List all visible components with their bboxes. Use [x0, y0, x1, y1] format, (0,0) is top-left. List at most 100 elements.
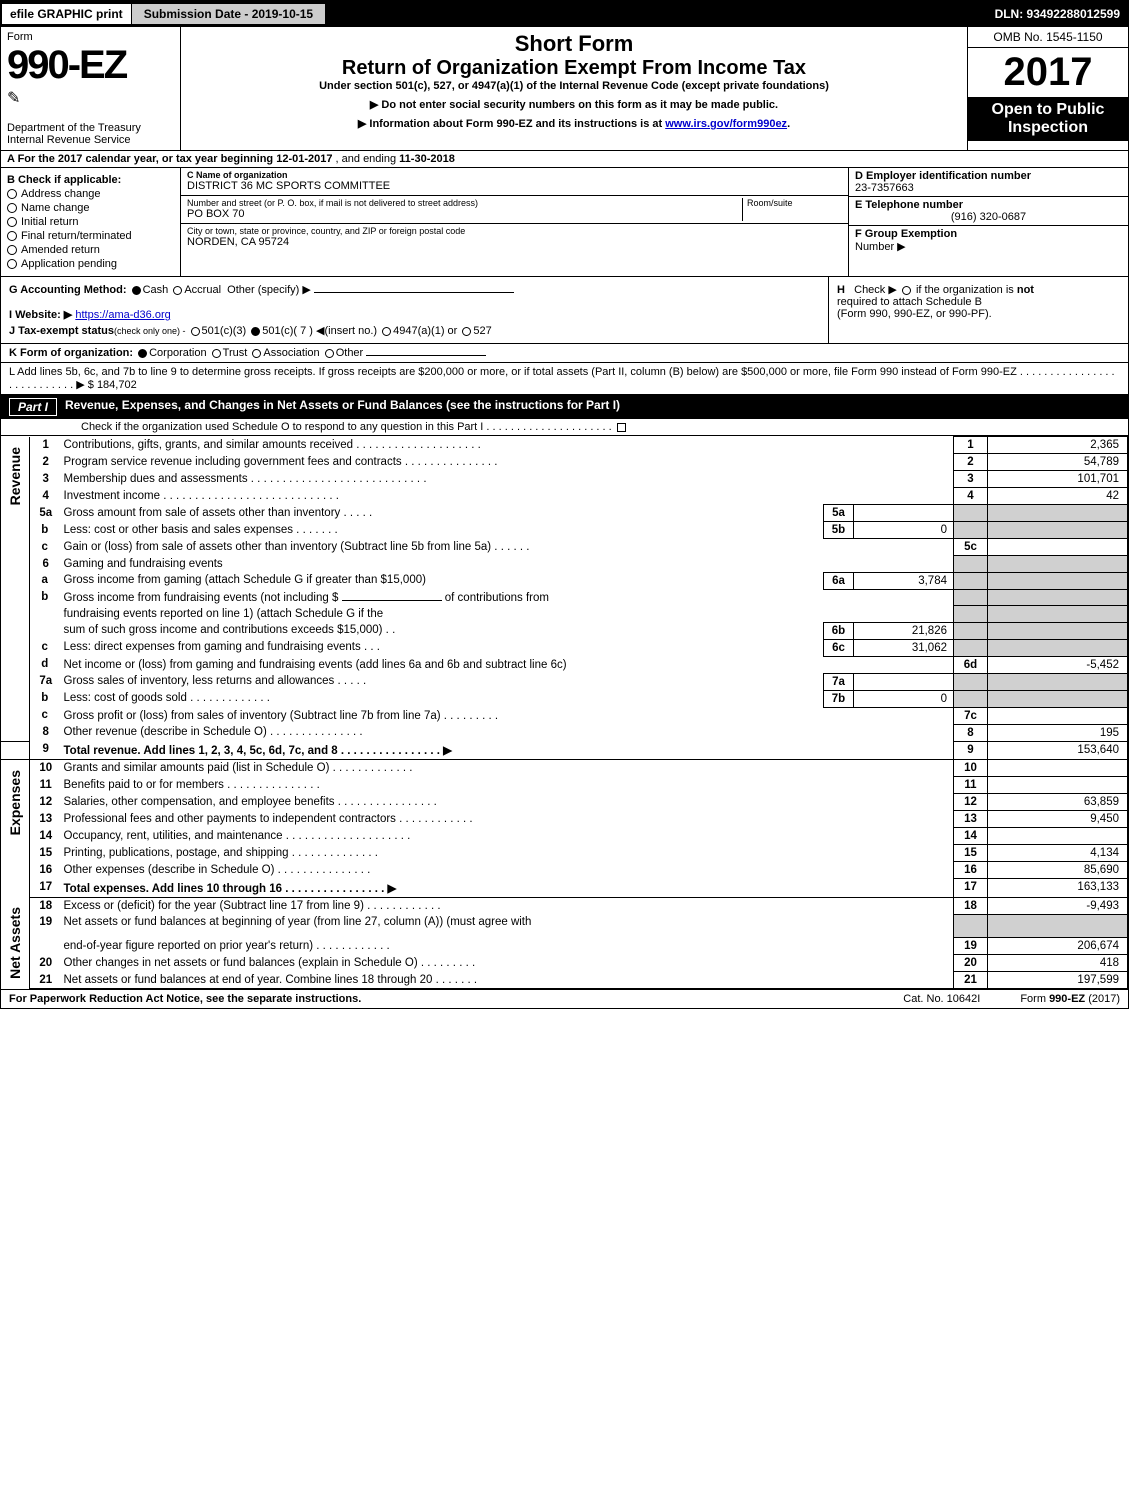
org-name: DISTRICT 36 MC SPORTS COMMITTEE: [187, 180, 842, 192]
efile-label: efile GRAPHIC print: [1, 3, 132, 25]
r20-rn: 20: [954, 955, 988, 972]
h-check[interactable]: [902, 286, 911, 295]
r6b-n: b: [30, 589, 60, 639]
dln-label: DLN: 93492288012599: [987, 4, 1128, 24]
box-h: H Check ▶ if the organization is not req…: [828, 277, 1128, 343]
r6a-bv: 3,784: [854, 572, 954, 589]
radio-501c3[interactable]: [191, 327, 200, 336]
period-label: A For the 2017 calendar year, or tax yea…: [7, 153, 276, 165]
r5b-n: b: [30, 522, 60, 539]
shade-cell: [988, 589, 1128, 606]
part-1-check: Check if the organization used Schedule …: [1, 419, 1128, 436]
ein-value: 23-7357663: [855, 182, 914, 194]
r13-n: 13: [30, 811, 60, 828]
header-left: Form 990-EZ ✎ Department of the Treasury…: [1, 27, 181, 150]
radio-501c[interactable]: [251, 327, 260, 336]
b-item-3: Final return/terminated: [21, 230, 132, 242]
open-public: Open to Public Inspection: [968, 97, 1128, 141]
footer-right: Form 990-EZ (2017): [1020, 993, 1120, 1005]
chk-pending[interactable]: [7, 259, 17, 269]
k-other-line: [366, 355, 486, 356]
shade-cell: [954, 522, 988, 539]
r6a-bn: 6a: [824, 572, 854, 589]
r21-n: 21: [30, 972, 60, 989]
b-item-2: Initial return: [21, 216, 78, 228]
r1-n: 1: [30, 437, 60, 454]
chk-address[interactable]: [7, 189, 17, 199]
r10-v: [988, 760, 1128, 777]
r18-t: Excess or (deficit) for the year (Subtra…: [60, 897, 954, 914]
part-1-checkbox[interactable]: [617, 423, 626, 432]
r5a-bv: [854, 505, 954, 522]
radio-cash[interactable]: [132, 286, 141, 295]
form-page: efile GRAPHIC print Submission Date - 20…: [0, 0, 1129, 1009]
r19-v: 206,674: [988, 938, 1128, 955]
r3-t: Membership dues and assessments . . . . …: [60, 471, 954, 488]
r14-v: [988, 828, 1128, 845]
g-other: Other (specify) ▶: [227, 284, 311, 296]
r5b-bv: 0: [854, 522, 954, 539]
radio-assoc[interactable]: [252, 349, 261, 358]
radio-4947[interactable]: [382, 327, 391, 336]
r7c-n: c: [30, 707, 60, 724]
shade-cell: [988, 522, 1128, 539]
c-name-lbl: C Name of organization: [187, 170, 288, 180]
side-blank: [1, 741, 30, 760]
r6b-t1: Gross income from fundraising events (no…: [64, 592, 339, 604]
r10-t: Grants and similar amounts paid (list in…: [60, 760, 954, 777]
r11-t: Benefits paid to or for members . . . . …: [60, 777, 954, 794]
h-text4: (Form 990, 990-EZ, or 990-PF).: [837, 308, 992, 320]
r7b-n: b: [30, 690, 60, 707]
shade-cell: [954, 606, 988, 623]
footer-mid: Cat. No. 10642I: [903, 993, 980, 1005]
box-def: D Employer identification number 23-7357…: [848, 168, 1128, 276]
radio-other-org[interactable]: [325, 349, 334, 358]
r6b-t4: sum of such gross income and contributio…: [60, 622, 824, 639]
r4-rn: 4: [954, 488, 988, 505]
main-table: Revenue 1 Contributions, gifts, grants, …: [1, 436, 1128, 989]
period-row: A For the 2017 calendar year, or tax yea…: [1, 151, 1128, 168]
g-label: G Accounting Method:: [9, 284, 127, 296]
r4-v: 42: [988, 488, 1128, 505]
radio-accrual[interactable]: [173, 286, 182, 295]
section-netassets: Net Assets: [5, 899, 25, 987]
r16-t: Other expenses (describe in Schedule O) …: [60, 862, 954, 879]
form-number: 990-EZ: [7, 43, 174, 88]
shade-cell: [954, 572, 988, 589]
radio-527[interactable]: [462, 327, 471, 336]
shade-cell: [988, 673, 1128, 690]
r3-n: 3: [30, 471, 60, 488]
r7a-n: 7a: [30, 673, 60, 690]
shade-cell: [988, 914, 1128, 938]
chk-initial[interactable]: [7, 217, 17, 227]
j-note: (check only one) -: [114, 326, 186, 336]
r15-t: Printing, publications, postage, and shi…: [60, 845, 954, 862]
open-line2: Inspection: [1008, 119, 1088, 136]
r9-v: 153,640: [988, 741, 1128, 760]
r1-rn: 1: [954, 437, 988, 454]
b-item-4: Amended return: [21, 244, 100, 256]
page-footer: For Paperwork Reduction Act Notice, see …: [1, 989, 1128, 1008]
phone-value: (916) 320-0687: [855, 211, 1122, 223]
chk-name[interactable]: [7, 203, 17, 213]
period-mid: , and ending: [336, 153, 400, 165]
r16-n: 16: [30, 862, 60, 879]
r6-n: 6: [30, 556, 60, 573]
j-o3: 4947(a)(1) or: [393, 325, 457, 337]
chk-final[interactable]: [7, 231, 17, 241]
radio-corp[interactable]: [138, 349, 147, 358]
r15-n: 15: [30, 845, 60, 862]
website-link[interactable]: https://ama-d36.org: [75, 309, 170, 321]
k-o1: Corporation: [149, 347, 206, 359]
d-label: D Employer identification number: [855, 170, 1031, 182]
r2-n: 2: [30, 454, 60, 471]
chk-amended[interactable]: [7, 245, 17, 255]
r21-t: Net assets or fund balances at end of ye…: [60, 972, 954, 989]
r6a-n: a: [30, 572, 60, 589]
radio-trust[interactable]: [212, 349, 221, 358]
r9-t: Total revenue. Add lines 1, 2, 3, 4, 5c,…: [60, 741, 954, 760]
form-word: Form: [7, 31, 174, 43]
shade-cell: [988, 690, 1128, 707]
irs-link[interactable]: www.irs.gov/form990ez: [665, 118, 787, 130]
h-not: not: [1017, 284, 1034, 296]
